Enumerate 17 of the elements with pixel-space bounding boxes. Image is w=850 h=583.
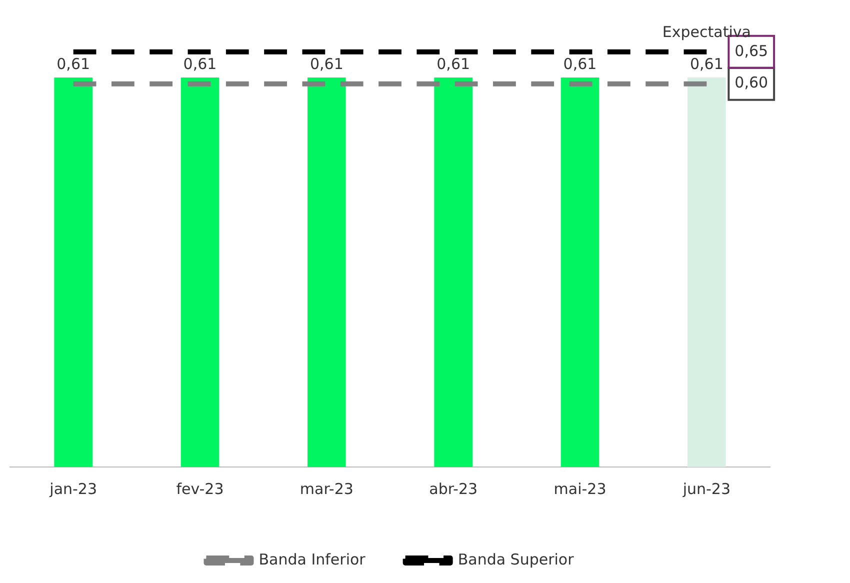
x-tick-label: mar-23 xyxy=(300,480,354,498)
x-tick-label: fev-23 xyxy=(176,480,224,498)
data-label: 0,61 xyxy=(436,54,470,73)
x-tick-label: abr-23 xyxy=(429,480,478,498)
data-label: 0,61 xyxy=(56,54,90,73)
annotation: Expectativa xyxy=(662,22,751,41)
data-label: 0,65 xyxy=(734,42,768,60)
x-tick-label: jan-23 xyxy=(48,480,98,498)
x-tick-label: mai-23 xyxy=(554,480,606,498)
data-label: 0,61 xyxy=(183,54,217,73)
data-label: 0,61 xyxy=(310,54,344,73)
data-label: 0,61 xyxy=(563,54,597,73)
legend-label: Banda Inferior xyxy=(258,550,366,568)
x-tick-label: jun-23 xyxy=(682,480,731,498)
legend-label: Banda Superior xyxy=(458,550,575,568)
data-label: 0,60 xyxy=(734,74,768,92)
data-label: 0,61 xyxy=(690,54,724,73)
